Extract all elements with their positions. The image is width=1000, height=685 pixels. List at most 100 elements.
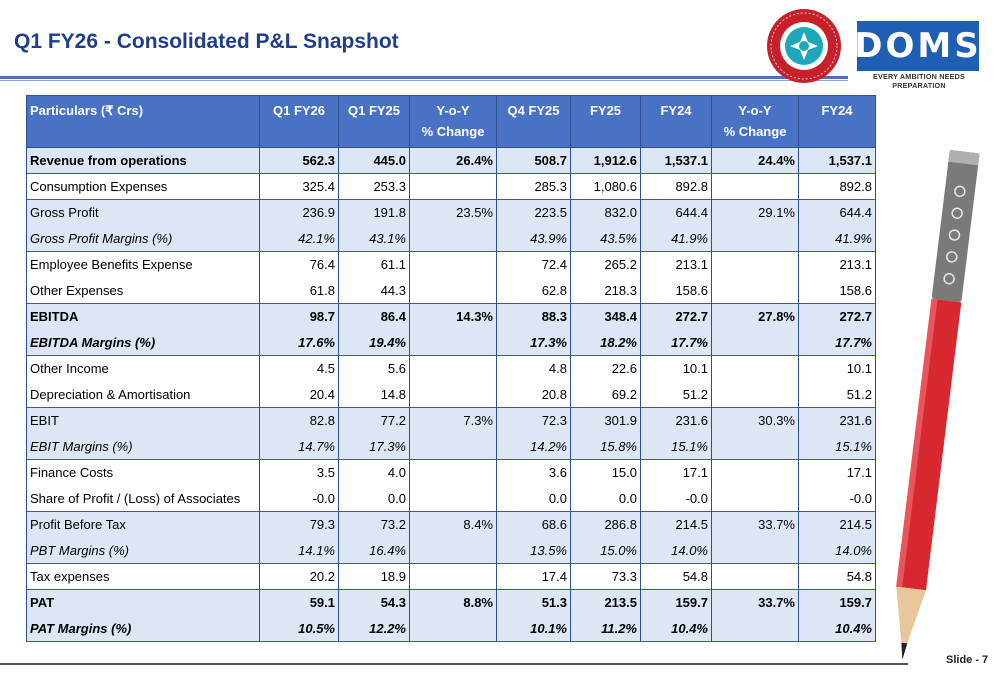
table-cell	[711, 381, 799, 408]
table-cell	[409, 329, 497, 356]
table-cell	[409, 615, 497, 642]
table-cell	[711, 173, 799, 200]
table-cell: -0.0	[259, 485, 339, 512]
table-row: Consumption Expenses 325.4 253.3 285.3 1,080…	[26, 173, 876, 200]
table-cell: 3.6	[496, 459, 571, 486]
table-cell: 20.4	[259, 381, 339, 408]
table-cell: 43.5%	[570, 225, 641, 252]
table-cell: 285.3	[496, 173, 571, 200]
row-label: Tax expenses	[26, 563, 260, 590]
table-cell: 325.4	[259, 173, 339, 200]
column-header: FY24	[640, 95, 712, 148]
table-cell: 26.4%	[409, 147, 497, 174]
table-cell: 14.2%	[496, 433, 571, 460]
table-cell: 892.8	[640, 173, 712, 200]
table-cell: 158.6	[640, 277, 712, 304]
column-header-label: Y-o-Y	[436, 103, 470, 118]
table-cell: 61.1	[338, 251, 410, 278]
table-cell: 20.2	[259, 563, 339, 590]
table-cell: 0.0	[570, 485, 641, 512]
table-row: PAT 59.1 54.3 8.8% 51.3 213.5 159.7 33.7% 159.7	[26, 589, 876, 616]
table-cell: 13.5%	[496, 537, 571, 564]
column-header: Y-o-Y % Change	[711, 95, 799, 148]
table-cell: 23.5%	[409, 199, 497, 226]
table-cell: 19.4%	[338, 329, 410, 356]
row-label: Consumption Expenses	[26, 173, 260, 200]
table-cell: 16.4%	[338, 537, 410, 564]
table-cell: 159.7	[798, 589, 876, 616]
table-cell: 72.3	[496, 407, 571, 434]
table-cell: 265.2	[570, 251, 641, 278]
table-cell: 73.2	[338, 511, 410, 538]
table-cell: 33.7%	[711, 589, 799, 616]
table-cell: 562.3	[259, 147, 339, 174]
row-label: EBIT Margins (%)	[26, 433, 260, 460]
table-cell: 86.4	[338, 303, 410, 330]
table-cell	[409, 277, 497, 304]
table-cell: 68.6	[496, 511, 571, 538]
table-cell: 14.0%	[798, 537, 876, 564]
table-row: Gross Profit Margins (%) 42.1% 43.1% 43.9% 4…	[26, 225, 876, 252]
column-header-label: FY24	[821, 103, 853, 118]
table-cell: 51.2	[640, 381, 712, 408]
table-cell: 445.0	[338, 147, 410, 174]
table-cell: -0.0	[798, 485, 876, 512]
column-header-sublabel: % Change	[421, 124, 485, 139]
table-cell: 77.2	[338, 407, 410, 434]
table-cell	[711, 537, 799, 564]
column-header: Y-o-Y % Change	[409, 95, 497, 148]
table-cell: 231.6	[798, 407, 876, 434]
table-cell: 236.9	[259, 199, 339, 226]
table-cell	[409, 485, 497, 512]
table-row: EBITDA 98.7 86.4 14.3% 88.3 348.4 272.7 27.8% 27…	[26, 303, 876, 330]
table-cell	[409, 537, 497, 564]
table-cell: 644.4	[640, 199, 712, 226]
table-cell: 5.6	[338, 355, 410, 382]
column-header: FY25	[570, 95, 641, 148]
column-header-sublabel: % Change	[723, 124, 787, 139]
table-cell: 17.4	[496, 563, 571, 590]
table-cell: 272.7	[798, 303, 876, 330]
table-cell: 3.5	[259, 459, 339, 486]
column-header: Q4 FY25	[496, 95, 571, 148]
table-row: Tax expenses 20.2 18.9 17.4 73.3 54.8 54.8	[26, 563, 876, 590]
table-cell: 18.9	[338, 563, 410, 590]
table-row: Share of Profit / (Loss) of Associates -0…	[26, 485, 876, 512]
table-cell: 1,080.6	[570, 173, 641, 200]
table-row: PAT Margins (%) 10.5% 12.2% 10.1% 11.2% 10.4%…	[26, 615, 876, 642]
table-cell: 17.3%	[338, 433, 410, 460]
table-cell: 17.3%	[496, 329, 571, 356]
table-cell: 22.6	[570, 355, 641, 382]
column-header-label: Q1 FY26	[272, 103, 326, 118]
row-label: Gross Profit	[26, 199, 260, 226]
column-header: FY24	[798, 95, 876, 148]
table-cell: 61.8	[259, 277, 339, 304]
row-label: EBIT	[26, 407, 260, 434]
table-cell: 62.8	[496, 277, 571, 304]
row-label: PAT Margins (%)	[26, 615, 260, 642]
table-cell: 43.9%	[496, 225, 571, 252]
table-cell: 14.7%	[259, 433, 339, 460]
slide-number: Slide - 7	[946, 654, 989, 666]
page-title: Q1 FY26 - Consolidated P&L Snapshot	[14, 30, 399, 53]
table-row: Profit Before Tax 79.3 73.2 8.4% 68.6 286.8 21…	[26, 511, 876, 538]
table-cell: 88.3	[496, 303, 571, 330]
table-cell	[409, 381, 497, 408]
table-cell: 213.1	[640, 251, 712, 278]
table-row: Other Expenses 61.8 44.3 62.8 218.3 158.6 158.…	[26, 277, 876, 304]
table-cell: 213.1	[798, 251, 876, 278]
table-cell: 286.8	[570, 511, 641, 538]
table-cell: 24.4%	[711, 147, 799, 174]
table-cell: 51.3	[496, 589, 571, 616]
table-cell: 44.3	[338, 277, 410, 304]
table-cell	[409, 251, 497, 278]
table-cell	[711, 277, 799, 304]
table-cell: 4.0	[338, 459, 410, 486]
table-cell	[711, 485, 799, 512]
row-label: EBITDA	[26, 303, 260, 330]
table-cell: 79.3	[259, 511, 339, 538]
row-label: Finance Costs	[26, 459, 260, 486]
table-cell: 10.1%	[496, 615, 571, 642]
table-cell: 231.6	[640, 407, 712, 434]
table-cell: 158.6	[798, 277, 876, 304]
